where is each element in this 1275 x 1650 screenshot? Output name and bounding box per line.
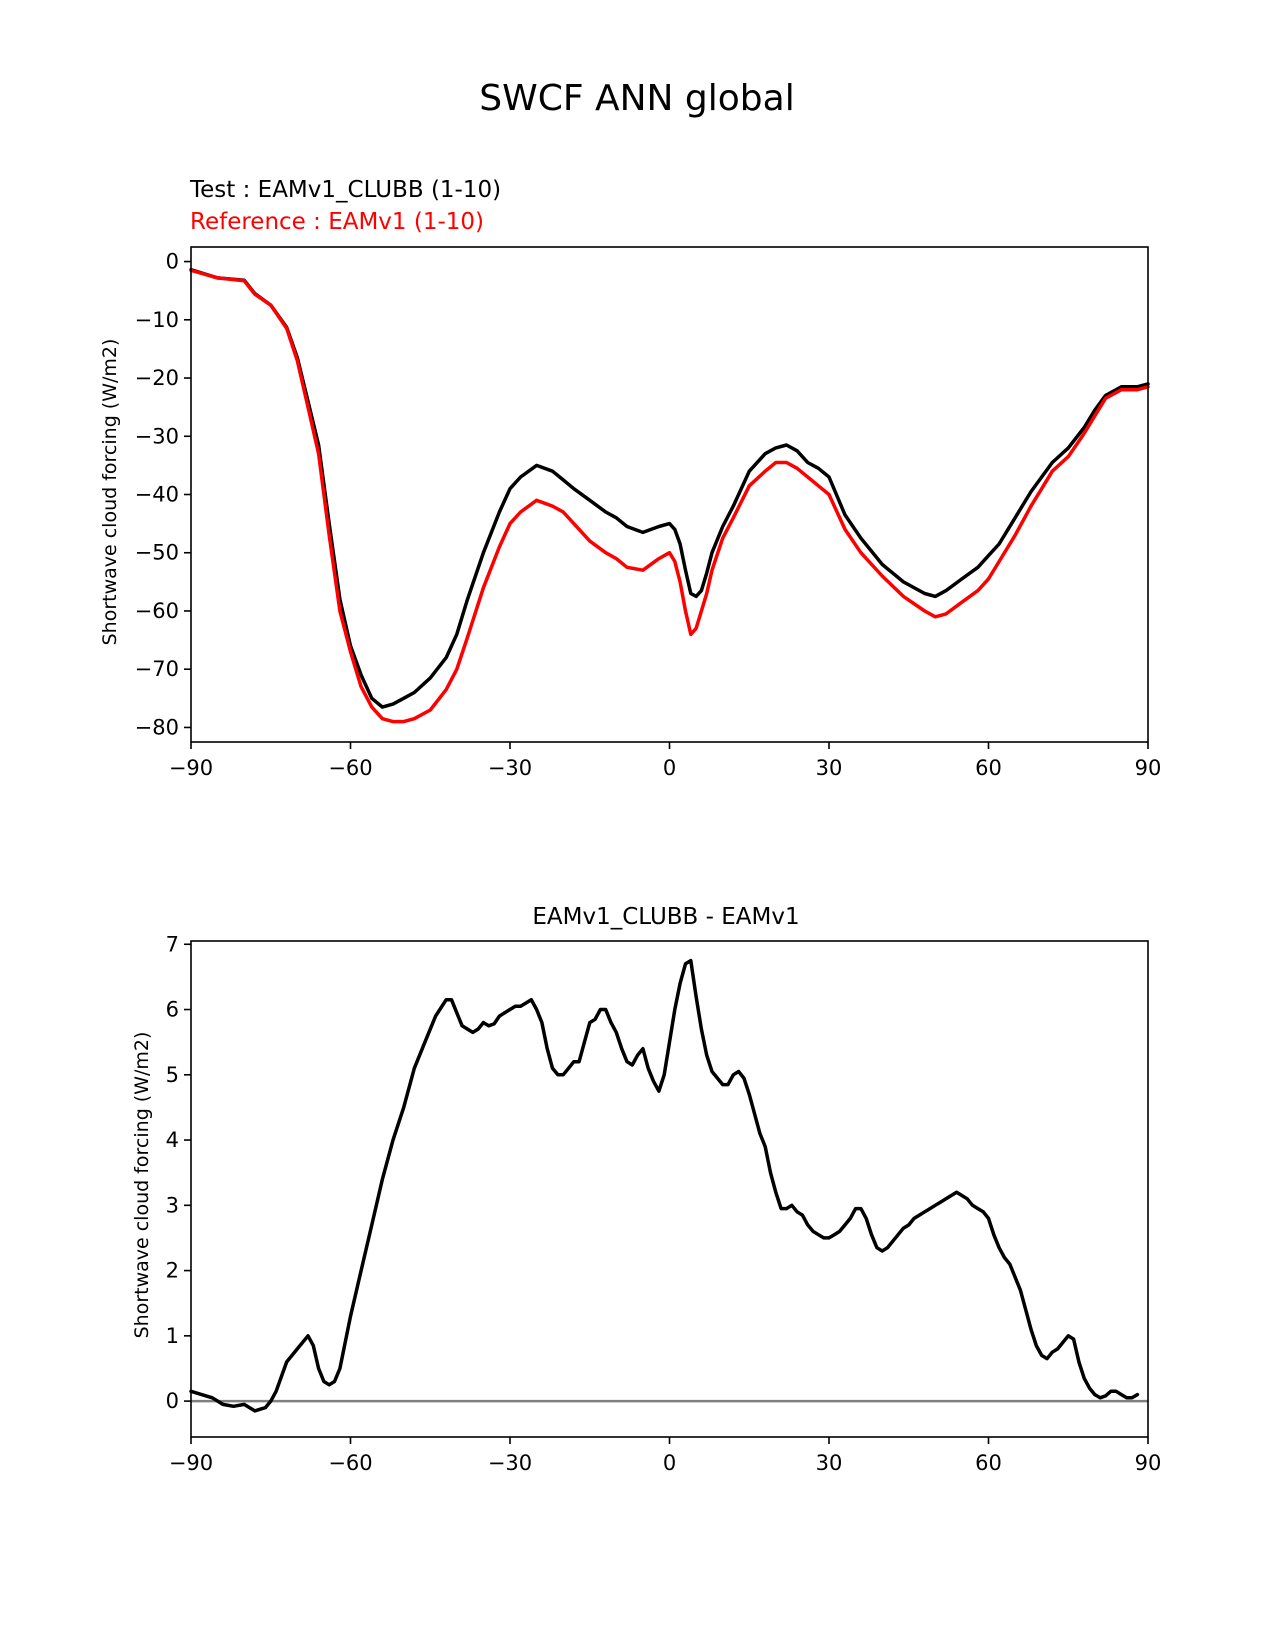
x-tick-label: −30 — [488, 1451, 532, 1475]
x-tick-label: 30 — [816, 756, 843, 780]
y-tick-label: −70 — [135, 657, 179, 681]
x-tick-label: 90 — [1135, 1451, 1162, 1475]
y-tick-label: 1 — [166, 1324, 179, 1348]
series-line-eamv1-clubb-eamv1 — [189, 958, 1140, 1413]
y-tick-label: 0 — [166, 1389, 179, 1413]
series-line-reference — [189, 268, 1150, 724]
bottom-chart: EAMv1_CLUBB - EAMv1 Shortwave cloud forc… — [131, 904, 1161, 1475]
bottom-chart-title: EAMv1_CLUBB - EAMv1 — [532, 904, 799, 930]
y-tick-label: 5 — [166, 1063, 179, 1087]
top-plot-area: −90 −60 −30 0 30 60 90 0 −10 −20 −30 −40 −50 −60 −70 −8… — [135, 246, 1162, 780]
x-tick-label: 90 — [1135, 756, 1162, 780]
y-tick-label: 0 — [166, 250, 179, 274]
y-tick-label: −30 — [135, 424, 179, 448]
x-tick-label: 60 — [975, 756, 1002, 780]
y-tick-label: 3 — [166, 1193, 179, 1217]
x-tick-label: 0 — [663, 756, 676, 780]
legend-reference-label: Reference : EAMv1 (1-10) — [190, 209, 484, 235]
top-ylabel-wrap: Shortwave cloud forcing (W/m2) — [99, 339, 121, 646]
top-chart: Test : EAMv1_CLUBB (1-10) Reference : EA… — [99, 177, 1161, 780]
bottom-ylabel-wrap: Shortwave cloud forcing (W/m2) — [131, 1032, 153, 1339]
y-tick-label: −80 — [135, 715, 179, 739]
x-tick-label: −60 — [328, 1451, 372, 1475]
x-tick-label: 30 — [816, 1451, 843, 1475]
plot-frame — [190, 246, 1149, 743]
x-tick-label: −30 — [488, 756, 532, 780]
y-tick-label: −20 — [135, 366, 179, 390]
x-tick-label: 60 — [975, 1451, 1002, 1475]
bottom-plot-area: −90 −60 −30 0 30 60 90 0 1 2 3 4 5 6 7 — [166, 932, 1162, 1475]
plot-frame — [190, 940, 1149, 1438]
y-tick-label: −10 — [135, 308, 179, 332]
legend-test-label: Test : EAMv1_CLUBB (1-10) — [189, 177, 501, 203]
bottom-y-axis-label: Shortwave cloud forcing (W/m2) — [131, 1032, 153, 1339]
series-line-test — [189, 267, 1150, 709]
y-tick-label: −50 — [135, 541, 179, 565]
y-tick-label: −40 — [135, 483, 179, 507]
y-tick-label: 4 — [166, 1128, 179, 1152]
x-tick-label: −90 — [169, 756, 213, 780]
y-tick-label: 6 — [166, 998, 179, 1022]
y-tick-label: 7 — [166, 932, 179, 956]
x-tick-label: −60 — [328, 756, 372, 780]
x-tick-label: −90 — [169, 1451, 213, 1475]
y-tick-label: 2 — [166, 1259, 179, 1283]
y-tick-label: −60 — [135, 599, 179, 623]
top-y-axis-label: Shortwave cloud forcing (W/m2) — [99, 339, 121, 646]
figure-title: SWCF ANN global — [479, 78, 794, 119]
x-tick-label: 0 — [663, 1451, 676, 1475]
